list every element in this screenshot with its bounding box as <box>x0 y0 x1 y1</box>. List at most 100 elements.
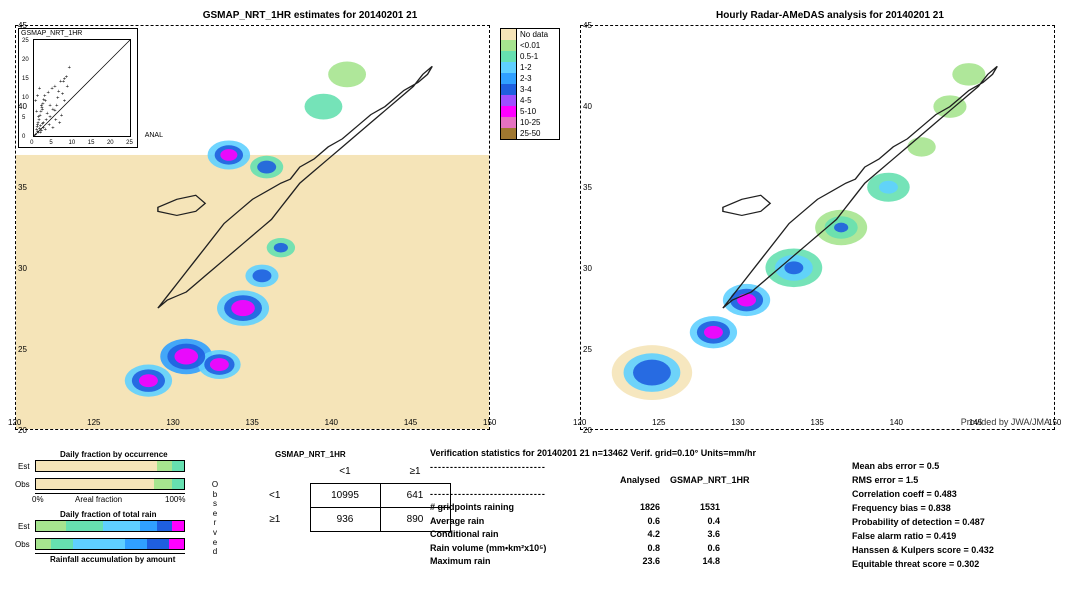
obs-label-2: Obs <box>15 540 30 549</box>
observed-label: Observed <box>210 480 220 557</box>
total-title: Daily fraction of total rain <box>60 510 156 519</box>
legend-label: No data <box>517 30 548 39</box>
legend-swatch <box>501 128 517 139</box>
right-map-canvas <box>581 26 1054 429</box>
bar-segment <box>36 521 66 531</box>
legend-swatch <box>501 62 517 73</box>
svg-text:+: + <box>38 86 42 92</box>
legend-swatch <box>501 40 517 51</box>
stats-row: Average rain0.60.4 <box>430 515 730 529</box>
bar-segment <box>66 521 103 531</box>
bar-segment <box>36 461 157 471</box>
axis-label: Areal fraction <box>75 495 122 504</box>
legend-swatch <box>501 95 517 106</box>
stats-row: Maximum rain23.614.8 <box>430 555 730 569</box>
right-map-title: Hourly Radar-AMeDAS analysis for 2014020… <box>630 10 1030 21</box>
lon-tick-label: 140 <box>890 418 903 427</box>
col-gsmap: GSMAP_NRT_1HR <box>670 474 760 488</box>
svg-text:+: + <box>58 120 62 126</box>
svg-text:+: + <box>55 103 59 109</box>
col-lt1: <1 <box>310 460 380 484</box>
bar-segment <box>125 539 147 549</box>
occurrence-title: Daily fraction by occurrence <box>60 450 168 459</box>
bar-segment <box>172 521 184 531</box>
stats-metric: Correlation coeff = 0.483 <box>852 488 1072 502</box>
inset-y-tick: 0 <box>22 134 25 140</box>
bar-segment <box>36 479 154 489</box>
obs-label-1: Obs <box>15 480 30 489</box>
stats-metric: Frequency bias = 0.838 <box>852 502 1072 516</box>
inset-x-tick: 15 <box>88 140 95 146</box>
bar-segment <box>157 461 172 471</box>
stats-metric: Equitable threat score = 0.302 <box>852 558 1072 572</box>
inset-y-tick: 5 <box>22 115 25 121</box>
bar-segment <box>172 479 184 489</box>
legend-label: 3-4 <box>517 85 532 94</box>
bar-segment <box>51 539 73 549</box>
lat-tick-label: 45 <box>583 21 592 30</box>
svg-text:+: + <box>53 84 57 90</box>
lat-tick-label: 20 <box>583 426 592 435</box>
lat-tick-label: 35 <box>18 183 27 192</box>
stats-metric: Probability of detection = 0.487 <box>852 516 1072 530</box>
lon-tick-label: 130 <box>166 418 179 427</box>
bar-segment <box>147 539 169 549</box>
stats-left: Verification statistics for 20140201 21 … <box>430 447 860 569</box>
inset-y-tick: 10 <box>22 95 29 101</box>
bar-segment <box>169 539 184 549</box>
inset-y-tick: 25 <box>22 38 29 44</box>
lon-tick-label: 145 <box>969 418 982 427</box>
bar-segment <box>172 461 184 471</box>
legend-row: 1-2 <box>501 62 559 73</box>
lat-tick-label: 25 <box>18 345 27 354</box>
inset-x-tick: 25 <box>126 140 133 146</box>
svg-text:+: + <box>63 76 67 82</box>
lat-tick-label: 45 <box>18 21 27 30</box>
lon-tick-label: 125 <box>652 418 665 427</box>
legend-row: 0.5-1 <box>501 51 559 62</box>
lon-tick-label: 130 <box>731 418 744 427</box>
legend-label: 2-3 <box>517 74 532 83</box>
legend-row: <0.01 <box>501 40 559 51</box>
left-map-title: GSMAP_NRT_1HR estimates for 20140201 21 <box>110 10 510 21</box>
legend-swatch <box>501 73 517 84</box>
lon-tick-label: 150 <box>1048 418 1061 427</box>
obs-occurrence-bar <box>35 478 185 490</box>
col-analysed: Analysed <box>610 474 670 488</box>
scatter-anal-label: ANAL <box>145 132 163 139</box>
legend-label: <0.01 <box>517 41 540 50</box>
stats-rows: # gridpoints raining18261531Average rain… <box>430 501 730 569</box>
legend-swatch <box>501 106 517 117</box>
inset-x-tick: 20 <box>107 140 114 146</box>
inset-y-tick: 15 <box>22 76 29 82</box>
contingency-title: GSMAP_NRT_1HR <box>275 450 346 459</box>
legend-row: 10-25 <box>501 117 559 128</box>
lat-tick-label: 40 <box>583 102 592 111</box>
scatter-inset-title: GSMAP_NRT_1HR <box>19 29 137 38</box>
inset-x-tick: 0 <box>30 140 33 146</box>
est-label-1: Est <box>18 462 30 471</box>
lon-tick-label: 125 <box>87 418 100 427</box>
bar-segment <box>73 539 125 549</box>
legend-label: 4-5 <box>517 96 532 105</box>
axis-100: 100% <box>165 495 185 504</box>
scatter-plot: ++++++++++++++++++++++++++++++++++++++++… <box>33 39 131 137</box>
est-occurrence-bar <box>35 460 185 472</box>
legend-row: 2-3 <box>501 73 559 84</box>
stats-metric: RMS error = 1.5 <box>852 474 1072 488</box>
accum-title: Rainfall accumulation by amount <box>50 555 175 564</box>
color-legend: No data<0.010.5-11-22-33-44-55-1010-2525… <box>500 28 560 140</box>
legend-swatch <box>501 29 517 40</box>
bar-segment <box>36 539 51 549</box>
lon-tick-label: 150 <box>483 418 496 427</box>
legend-swatch <box>501 117 517 128</box>
obs-total-bar <box>35 538 185 550</box>
bar-segment <box>157 521 172 531</box>
lat-tick-label: 30 <box>18 264 27 273</box>
bar-segment <box>103 521 140 531</box>
est-total-bar <box>35 520 185 532</box>
svg-text:+: + <box>66 84 70 90</box>
right-map-panel: Provided by JWA/JMA 12012513013514014515… <box>580 25 1055 430</box>
svg-text:+: + <box>45 118 49 124</box>
lat-tick-label: 35 <box>583 183 592 192</box>
